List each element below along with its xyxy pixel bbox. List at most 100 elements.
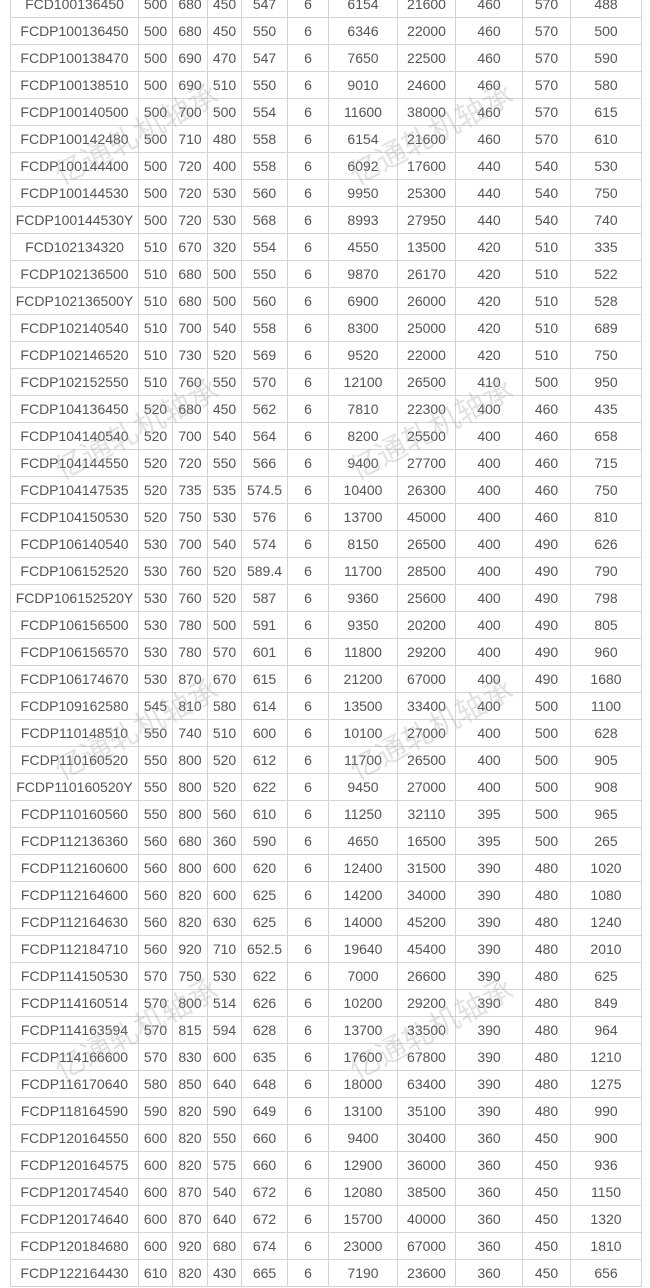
value-cell: 510 — [138, 341, 173, 369]
value-cell: 67000 — [397, 1232, 456, 1260]
model-cell: FCDP104140540 — [10, 422, 139, 450]
model-cell: FCDP114150530 — [10, 962, 139, 990]
value-cell: 815 — [172, 1016, 208, 1044]
value-cell: 750 — [570, 476, 642, 504]
table-row: FCDP100138510 500 690 510 550 6 9010 24600 460 57… — [10, 71, 642, 99]
table-row: FCDP104144550 520 720 550 566 6 9400 27700 400 46… — [10, 449, 642, 477]
value-cell: 6 — [287, 1097, 329, 1125]
value-cell: 680 — [172, 0, 208, 18]
model-cell: FCDP100138470 — [10, 44, 139, 72]
value-cell: 390 — [455, 1070, 523, 1098]
model-cell: FCDP106152520Y — [10, 584, 139, 612]
value-cell: 460 — [455, 44, 523, 72]
value-cell: 500 — [522, 692, 571, 720]
value-cell: 690 — [172, 44, 208, 72]
value-cell: 570 — [522, 98, 571, 126]
value-cell: 6 — [287, 1124, 329, 1152]
value-cell: 38000 — [397, 98, 456, 126]
value-cell: 1210 — [570, 1043, 642, 1071]
model-cell: FCDP106140540 — [10, 530, 139, 558]
value-cell: 480 — [522, 962, 571, 990]
table-row: FCDP100140500 500 700 500 554 6 11600 38000 460 5… — [10, 98, 642, 126]
value-cell: 600 — [138, 1151, 173, 1179]
value-cell: 6 — [287, 368, 329, 396]
value-cell: 8300 — [328, 314, 398, 342]
value-cell: 615 — [241, 665, 288, 693]
value-cell: 410 — [455, 368, 523, 396]
value-cell: 560 — [138, 827, 173, 855]
value-cell: 601 — [241, 638, 288, 666]
value-cell: 6 — [287, 800, 329, 828]
value-cell: 6154 — [328, 125, 398, 153]
value-cell: 15700 — [328, 1205, 398, 1233]
model-cell: FCDP100142480 — [10, 125, 139, 153]
value-cell: 500 — [138, 152, 173, 180]
value-cell: 22300 — [397, 395, 456, 423]
value-cell: 6 — [287, 206, 329, 234]
value-cell: 1080 — [570, 881, 642, 909]
value-cell: 9950 — [328, 179, 398, 207]
value-cell: 6 — [287, 908, 329, 936]
value-cell: 530 — [138, 665, 173, 693]
value-cell: 480 — [522, 1016, 571, 1044]
value-cell: 13500 — [397, 233, 456, 261]
value-cell: 960 — [570, 638, 642, 666]
model-cell: FCDP100144400 — [10, 152, 139, 180]
value-cell: 740 — [172, 719, 208, 747]
value-cell: 6 — [287, 44, 329, 72]
value-cell: 550 — [241, 260, 288, 288]
value-cell: 4650 — [328, 827, 398, 855]
value-cell: 10100 — [328, 719, 398, 747]
table-row: FCDP102136500 510 680 500 550 6 9870 26170 420 51… — [10, 260, 642, 288]
value-cell: 490 — [522, 638, 571, 666]
table-row: FCDP104136450 520 680 450 562 6 7810 22300 400 46… — [10, 395, 642, 423]
value-cell: 24600 — [397, 71, 456, 99]
table-row: FCDP100144530Y 500 720 530 568 6 8993 27950 440 5… — [10, 206, 642, 234]
value-cell: 550 — [138, 800, 173, 828]
table-row: FCDP120164575 600 820 575 660 6 12900 36000 360 4… — [10, 1151, 642, 1179]
value-cell: 6 — [287, 1178, 329, 1206]
value-cell: 360 — [455, 1232, 523, 1260]
value-cell: 6 — [287, 476, 329, 504]
value-cell: 30400 — [397, 1124, 456, 1152]
value-cell: 360 — [455, 1205, 523, 1233]
value-cell: 700 — [172, 98, 208, 126]
value-cell: 920 — [172, 935, 208, 963]
value-cell: 450 — [522, 1151, 571, 1179]
value-cell: 614 — [241, 692, 288, 720]
value-cell: 690 — [172, 71, 208, 99]
value-cell: 1320 — [570, 1205, 642, 1233]
value-cell: 6 — [287, 1016, 329, 1044]
value-cell: 820 — [172, 1097, 208, 1125]
value-cell: 500 — [138, 206, 173, 234]
value-cell: 400 — [455, 584, 523, 612]
value-cell: 510 — [522, 314, 571, 342]
value-cell: 640 — [207, 1070, 242, 1098]
value-cell: 6 — [287, 962, 329, 990]
model-cell: FCDP104150530 — [10, 503, 139, 531]
value-cell: 500 — [138, 0, 173, 18]
table-row: FCDP106152520 530 760 520 589.4 6 11700 28500 40… — [10, 557, 642, 585]
value-cell: 460 — [522, 449, 571, 477]
value-cell: 11600 — [328, 98, 398, 126]
value-cell: 6900 — [328, 287, 398, 315]
value-cell: 540 — [207, 422, 242, 450]
value-cell: 700 — [172, 530, 208, 558]
model-cell: FCDP120164550 — [10, 1124, 139, 1152]
model-cell: FCDP100136450 — [10, 17, 139, 45]
value-cell: 6 — [287, 1205, 329, 1233]
value-cell: 648 — [241, 1070, 288, 1098]
value-cell: 11700 — [328, 746, 398, 774]
value-cell: 6 — [287, 152, 329, 180]
value-cell: 390 — [455, 962, 523, 990]
value-cell: 500 — [522, 800, 571, 828]
value-cell: 870 — [172, 1205, 208, 1233]
value-cell: 22000 — [397, 341, 456, 369]
value-cell: 390 — [455, 1097, 523, 1125]
value-cell: 1275 — [570, 1070, 642, 1098]
value-cell: 800 — [172, 989, 208, 1017]
value-cell: 570 — [138, 989, 173, 1017]
value-cell: 530 — [570, 152, 642, 180]
value-cell: 6 — [287, 692, 329, 720]
value-cell: 6 — [287, 1151, 329, 1179]
